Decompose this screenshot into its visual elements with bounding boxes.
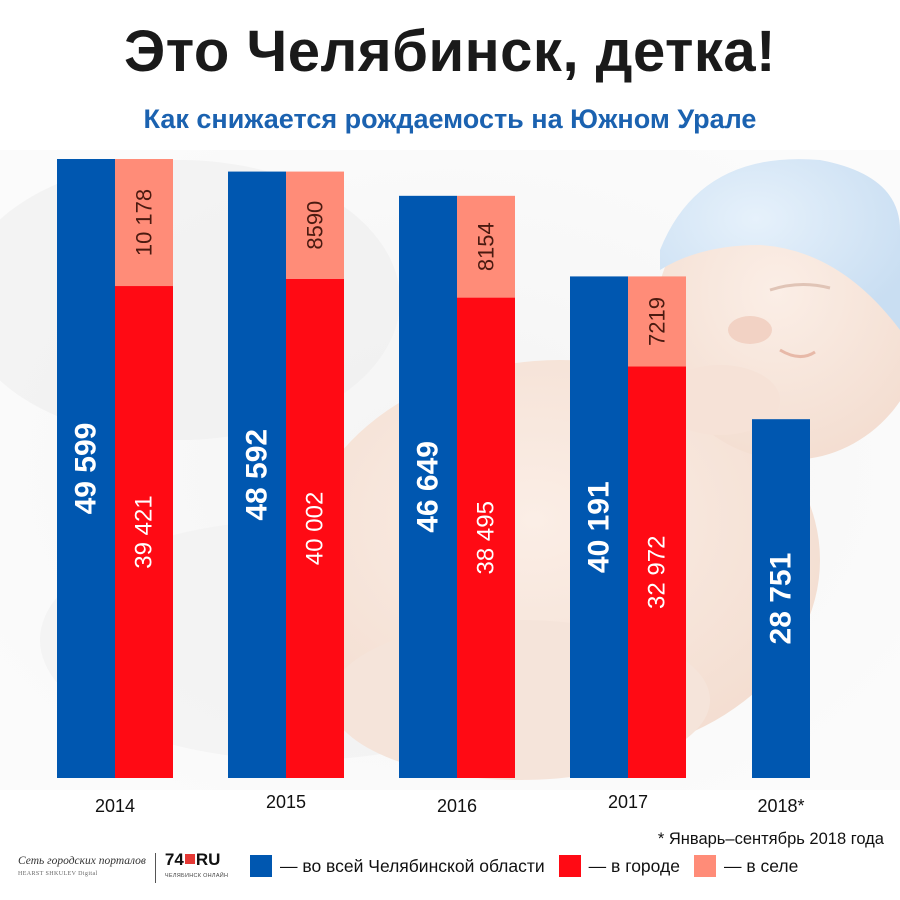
x-tick-label: 2015 bbox=[266, 792, 306, 812]
site-logo-sub: ЧЕЛЯБИНСК ОНЛАЙН bbox=[164, 873, 229, 879]
legend: — во всей Челябинской области — в городе… bbox=[250, 855, 798, 877]
network-logo-text: Сеть городских порталов bbox=[18, 855, 146, 867]
bar-village bbox=[457, 195, 515, 298]
legend-label-city: — в городе bbox=[588, 855, 680, 876]
data-label-village: 8154 bbox=[474, 222, 499, 271]
data-label-village: 10 178 bbox=[132, 189, 157, 256]
legend-item-region: — во всей Челябинской области bbox=[250, 855, 545, 877]
legend-swatch-city bbox=[558, 855, 581, 877]
bar-region bbox=[399, 195, 457, 778]
bar-city bbox=[115, 286, 173, 778]
x-tick-label: 2014 bbox=[95, 796, 135, 816]
legend-swatch-region bbox=[250, 855, 272, 877]
bar-village bbox=[286, 171, 344, 279]
bar-city bbox=[628, 366, 686, 778]
data-label-region: 40 191 bbox=[583, 481, 616, 573]
publisher-logos: Сеть городских порталов HEARST SHKULEV D… bbox=[18, 850, 229, 884]
data-label-village: 8590 bbox=[303, 201, 328, 250]
x-tick-label: 2016 bbox=[437, 796, 477, 816]
site-logo-number: 74 bbox=[164, 850, 184, 869]
legend-label-region: — во всей Челябинской области bbox=[280, 855, 545, 876]
site-logo: 74 RU ЧЕЛЯБИНСК ОНЛАЙН bbox=[164, 850, 229, 884]
data-label-city: 32 972 bbox=[644, 536, 671, 609]
data-label-city: 40 002 bbox=[302, 492, 329, 565]
page-subtitle: Как снижается рождаемость на Южном Урале bbox=[143, 104, 757, 134]
site-logo-domain: RU bbox=[195, 850, 221, 869]
legend-item-city: — в городе bbox=[558, 855, 680, 877]
network-logo-sub: HEARST SHKULEV Digital bbox=[18, 871, 98, 877]
bar-village bbox=[628, 276, 686, 367]
footnote: * Январь–сентябрь 2018 года bbox=[657, 830, 884, 848]
bar-city bbox=[286, 278, 344, 778]
network-logo: Сеть городских порталов HEARST SHKULEV D… bbox=[18, 855, 146, 881]
data-label-region: 48 592 bbox=[241, 429, 274, 521]
bar-region bbox=[228, 171, 286, 778]
data-label-region: 28 751 bbox=[765, 553, 798, 645]
page-title: Это Челябинск, детка! bbox=[124, 19, 776, 84]
bar-region bbox=[752, 419, 810, 778]
bar-city bbox=[457, 297, 515, 778]
x-tick-label: 2017 bbox=[608, 792, 648, 812]
data-label-region: 49 599 bbox=[70, 423, 103, 515]
data-label-region: 46 649 bbox=[412, 441, 445, 533]
bar-region bbox=[570, 276, 628, 778]
data-label-village: 7219 bbox=[645, 297, 670, 346]
x-tick-label: 2018* bbox=[757, 796, 804, 816]
bar-village bbox=[115, 159, 173, 287]
data-label-city: 38 495 bbox=[473, 501, 500, 574]
logo-divider bbox=[154, 853, 156, 883]
data-label-city: 39 421 bbox=[131, 495, 158, 568]
legend-swatch-village bbox=[693, 855, 716, 877]
legend-label-village: — в селе bbox=[723, 855, 799, 876]
site-logo-square-icon bbox=[184, 854, 195, 864]
bar-region bbox=[57, 159, 115, 778]
legend-item-village: — в селе bbox=[693, 855, 799, 877]
